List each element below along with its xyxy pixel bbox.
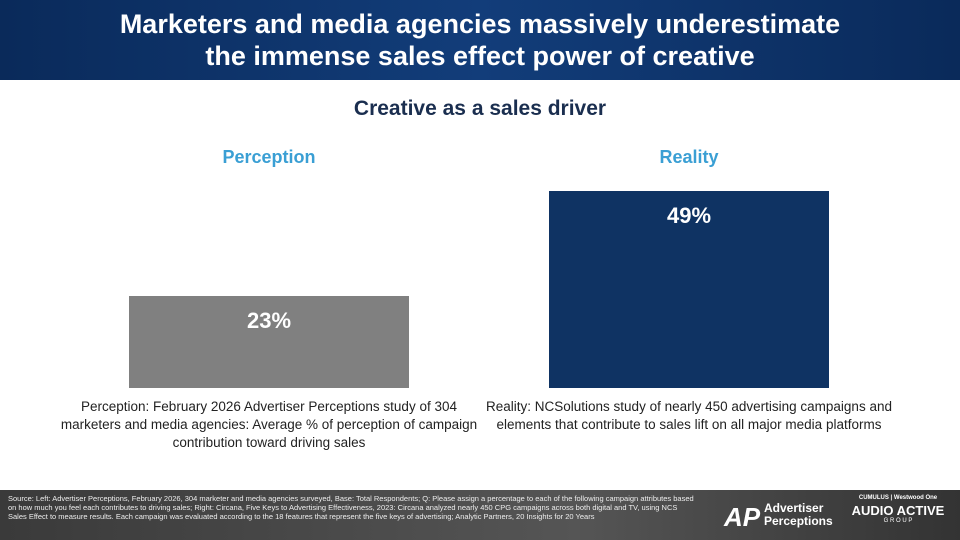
chart-title: Creative as a sales driver xyxy=(353,97,607,120)
note-perception: Perception: February 2026 Advertiser Per… xyxy=(60,399,478,450)
ap-logo-icon: AP xyxy=(724,502,761,532)
title-line-2: the immense sales effect power of creati… xyxy=(205,41,755,71)
value-label-reality: 49% xyxy=(666,203,712,229)
logo2-main: AUDIO ACTIVE xyxy=(851,503,945,518)
category-label-reality: Reality xyxy=(659,147,719,167)
value-label-perception: 23% xyxy=(246,307,292,333)
advertiser-perceptions-logo: Advertiser Perceptions xyxy=(764,502,833,528)
bar-reality xyxy=(549,191,829,388)
audio-active-group-logo: CUMULUS | Westwood One AUDIO ACTIVE G R … xyxy=(848,495,948,524)
logo2-top: CUMULUS | Westwood One xyxy=(858,495,938,501)
title-line-1: Marketers and media agencies massively u… xyxy=(119,9,841,39)
category-label-perception: Perception xyxy=(222,147,316,167)
logo-text-1: Advertiser xyxy=(764,501,824,515)
source-text: Source: Left: Advertiser Perceptions, Fe… xyxy=(8,494,694,521)
logo2-sub: G R O U P xyxy=(883,518,913,524)
footer: Source: Left: Advertiser Perceptions, Fe… xyxy=(0,490,960,540)
logo-text-2: Perceptions xyxy=(764,514,833,528)
slide-title: Marketers and media agencies massively u… xyxy=(0,0,960,80)
note-reality: Reality: NCSolutions study of nearly 450… xyxy=(486,399,892,432)
bar-perception xyxy=(129,295,409,388)
